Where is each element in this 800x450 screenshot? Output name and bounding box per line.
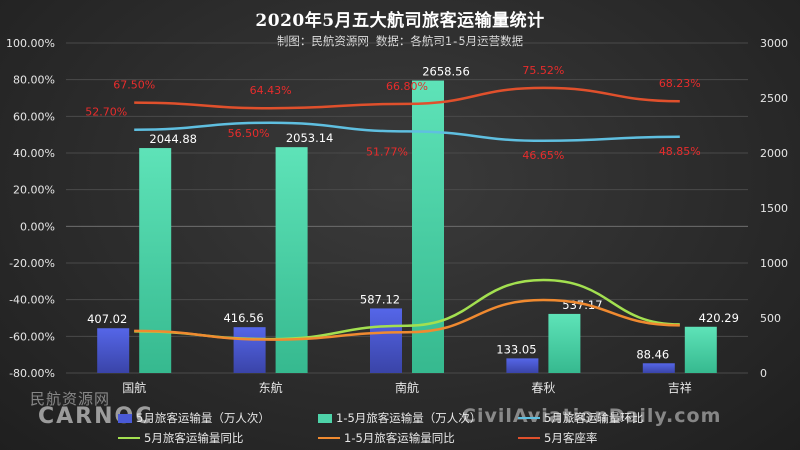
right-axis-tick-label: 2000	[760, 147, 788, 160]
legend-swatch-icon	[518, 417, 540, 419]
left-axis-tick-label: -40.00%	[9, 294, 55, 307]
x-axis-tick-label: 吉祥	[668, 381, 692, 395]
legend-swatch-icon	[118, 437, 140, 439]
left-axis-tick-label: 100.00%	[6, 37, 55, 50]
legend-item-load-factor: 5月客座率	[518, 430, 718, 446]
right-axis-tick-label: 3000	[760, 37, 788, 50]
bar-ytd-volume	[139, 148, 172, 373]
legend-label: 5月旅客运输量（万人次）	[136, 411, 270, 425]
legend-swatch-icon	[318, 413, 332, 423]
x-axis-tick-label: 春秋	[531, 381, 555, 395]
watermark-right: CivilAviationDaily.com	[462, 405, 722, 427]
line-data-label: 51.77%	[366, 145, 408, 158]
left-axis-tick-label: 60.00%	[13, 110, 55, 123]
left-axis-tick-label: 40.00%	[13, 147, 55, 160]
bar-data-label: 2044.88	[149, 132, 197, 146]
chart-subtitle: 制图：民航资源网 数据：各航司1-5月运营数据	[276, 34, 524, 48]
bar-ytd-volume	[684, 326, 717, 373]
watermark-logo: CARNOC	[38, 404, 154, 429]
legend-item-ytd-volume: 1-5月旅客运输量（万人次）	[318, 410, 518, 426]
chart-legend: 5月旅客运输量（万人次） 1-5月旅客运输量（万人次） 5月旅客运输量环比 5月…	[118, 408, 738, 448]
line-data-label: 75.52%	[522, 64, 564, 77]
watermark-cn: 民航资源网	[30, 390, 111, 408]
left-axis-tick-label: -60.00%	[9, 330, 55, 343]
left-axis-tick-label: 80.00%	[13, 74, 55, 87]
legend-label: 1-5月旅客运输量（万人次）	[336, 411, 482, 425]
legend-item-may-volume: 5月旅客运输量（万人次）	[118, 410, 318, 426]
right-axis-tick-label: 1000	[760, 257, 788, 270]
series-line	[134, 298, 680, 341]
x-axis-tick-label: 南航	[395, 380, 419, 395]
legend-label: 5月客座率	[544, 431, 598, 445]
bar-data-label: 2658.56	[422, 65, 470, 79]
legend-label: 5月旅客运输量环比	[544, 411, 644, 425]
line-data-label: 68.23%	[659, 77, 701, 90]
bar-may-volume	[233, 327, 266, 373]
legend-swatch-icon	[518, 437, 540, 439]
right-axis-tick-label: 500	[760, 312, 781, 325]
bar-ytd-volume	[275, 147, 308, 373]
bar-data-label: 420.29	[699, 311, 739, 325]
left-axis-tick-label: -80.00%	[9, 367, 55, 380]
line-data-label: 64.43%	[250, 84, 292, 97]
bar-data-label: 2053.14	[286, 131, 334, 145]
legend-item-mom: 5月旅客运输量环比	[518, 410, 718, 426]
chart-title: 2020年5月五大航司旅客运输量统计	[255, 11, 545, 31]
bar-may-volume	[642, 363, 675, 373]
x-axis-tick-label: 国航	[122, 380, 146, 395]
x-axis-tick-label: 东航	[259, 380, 283, 395]
line-data-label: 48.85%	[659, 145, 701, 158]
right-axis-tick-label: 1500	[760, 202, 788, 215]
series-line	[134, 86, 680, 110]
bar-data-label: 407.02	[87, 312, 127, 326]
legend-swatch-icon	[118, 413, 132, 423]
bar-data-label: 88.46	[636, 347, 669, 361]
line-data-label: 56.50%	[228, 127, 270, 140]
legend-label: 1-5月旅客运输量同比	[344, 431, 455, 445]
line-data-label: 52.70%	[85, 106, 127, 119]
bar-ytd-volume	[548, 313, 581, 373]
line-data-label: 67.50%	[113, 79, 155, 92]
legend-item-may-yoy: 5月旅客运输量同比	[118, 430, 318, 446]
bar-may-volume	[506, 358, 539, 373]
legend-item-ytd-yoy: 1-5月旅客运输量同比	[318, 430, 518, 446]
line-data-label: 66.80%	[386, 80, 428, 93]
line-data-label: 46.65%	[522, 149, 564, 162]
right-axis-tick-label: 0	[760, 367, 767, 380]
left-axis-tick-label: 20.00%	[13, 184, 55, 197]
bar-data-label: 133.05	[496, 342, 536, 356]
series-line	[134, 121, 680, 143]
legend-label: 5月旅客运输量同比	[144, 431, 244, 445]
bar-data-label: 416.56	[223, 311, 263, 325]
left-axis-tick-label: -20.00%	[9, 257, 55, 270]
bar-may-volume	[370, 308, 402, 373]
legend-swatch-icon	[318, 437, 340, 439]
bar-data-label: 587.12	[360, 292, 400, 306]
bar-may-volume	[97, 328, 130, 373]
right-axis-tick-label: 2500	[760, 92, 788, 105]
left-axis-tick-label: 0.00%	[20, 220, 55, 233]
